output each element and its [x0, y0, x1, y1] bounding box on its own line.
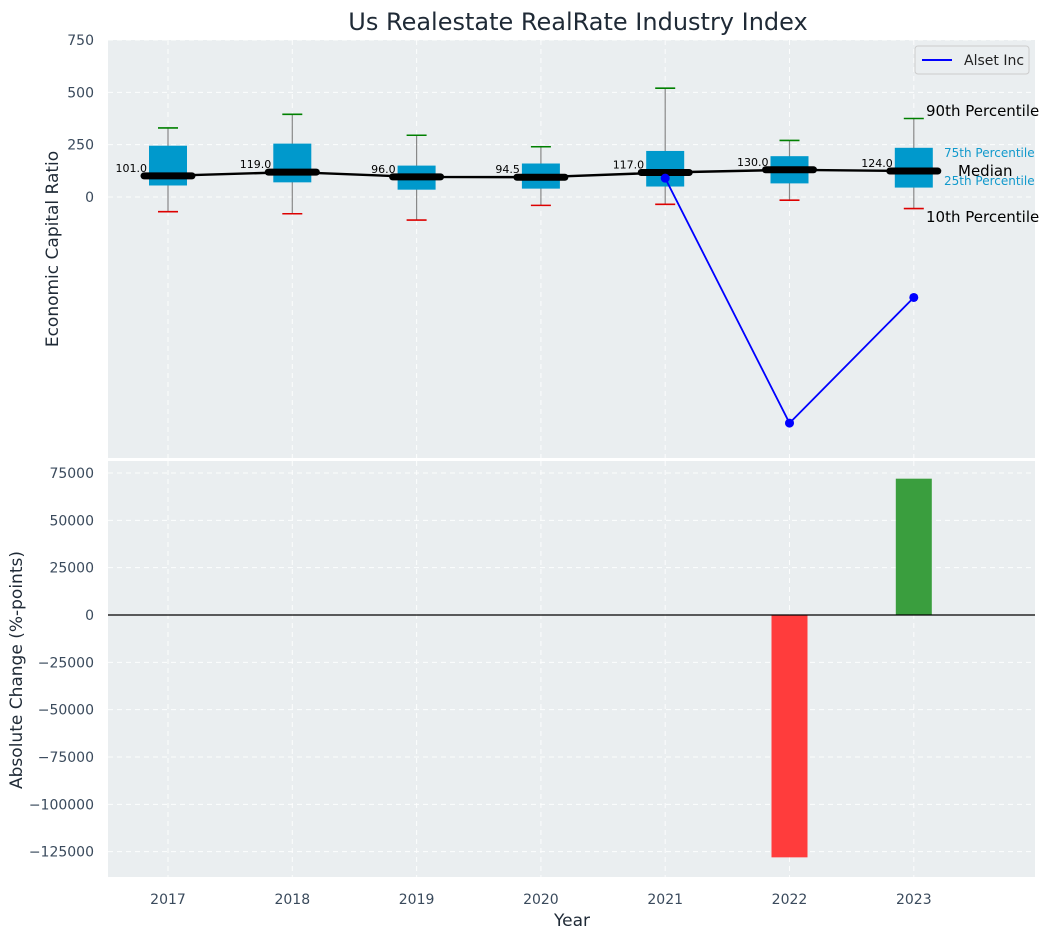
x-tick-label: 2020 — [523, 892, 559, 908]
legend-label-alset: Alset Inc — [964, 53, 1024, 69]
iqr-box — [149, 145, 187, 186]
median-annotation: Median — [958, 162, 1013, 180]
bottom-y-tick-label: −75000 — [38, 750, 94, 766]
bottom-panel-bg — [108, 461, 1035, 877]
median-value-label: 124.0 — [861, 157, 893, 170]
top-panel-bg — [108, 40, 1035, 458]
legend: Alset Inc — [914, 45, 1030, 75]
top-y-tick-label: 250 — [67, 138, 94, 154]
median-value-label: 96.0 — [371, 163, 396, 176]
change-bar-2023 — [895, 478, 932, 615]
company-point — [660, 173, 670, 183]
iqr-box — [273, 143, 312, 183]
median-value-label: 130.0 — [737, 156, 769, 169]
x-ticks: 2017 2018 2019 2020 2021 2022 2023 — [150, 892, 931, 908]
x-tick-label: 2023 — [896, 892, 932, 908]
median-value-label: 94.5 — [495, 163, 520, 176]
bottom-y-tick-label: −100000 — [29, 797, 94, 813]
bottom-y-ticks: −125000 −100000 −75000 −50000 −25000 0 25000 50… — [29, 466, 94, 861]
bottom-y-tick-label: −125000 — [29, 845, 94, 861]
top-y-ticks: 0 250 500 750 — [67, 33, 94, 206]
x-tick-label: 2021 — [647, 892, 683, 908]
top-y-tick-label: 500 — [67, 85, 94, 101]
bottom-y-tick-label: −25000 — [38, 655, 94, 671]
chart-title: Us Realestate RealRate Industry Index — [348, 8, 807, 36]
bottom-y-tick-label: 75000 — [49, 466, 94, 482]
bottom-y-tick-label: 25000 — [49, 561, 94, 577]
company-point — [785, 418, 794, 428]
x-tick-label: 2017 — [150, 892, 186, 908]
company-series — [660, 173, 919, 428]
p75-annotation: 75th Percentile — [944, 146, 1035, 160]
p90-annotation: 90th Percentile — [926, 102, 1039, 120]
x-tick-label: 2018 — [274, 892, 310, 908]
median-series: 101.0 119.0 96.0 94.5 117.0 130.0 124.0 — [116, 156, 942, 181]
change-bar-2022 — [771, 615, 808, 858]
bottom-y-tick-label: 0 — [85, 608, 94, 624]
x-axis-label: Year — [553, 911, 590, 931]
median-value-label: 117.0 — [613, 159, 645, 172]
top-y-axis-label: Economic Capital Ratio — [43, 151, 63, 347]
x-tick-label: 2019 — [399, 892, 435, 908]
legend-box — [914, 45, 1030, 75]
bottom-y-tick-label: 50000 — [49, 513, 94, 529]
change-bars — [771, 478, 932, 858]
x-tick-label: 2022 — [772, 892, 808, 908]
top-grid — [108, 39, 1035, 458]
median-value-label: 101.0 — [116, 162, 148, 175]
median-value-label: 119.0 — [240, 158, 272, 171]
top-y-tick-label: 750 — [67, 33, 94, 49]
bottom-y-axis-label: Absolute Change (%-points) — [7, 551, 27, 789]
bottom-y-tick-label: −50000 — [38, 703, 94, 719]
p25-annotation: 25th Percentile — [944, 174, 1035, 188]
top-y-tick-label: 0 — [85, 190, 94, 206]
p10-annotation: 10th Percentile — [926, 208, 1039, 226]
company-point — [909, 292, 919, 302]
box-2018 — [273, 113, 312, 215]
